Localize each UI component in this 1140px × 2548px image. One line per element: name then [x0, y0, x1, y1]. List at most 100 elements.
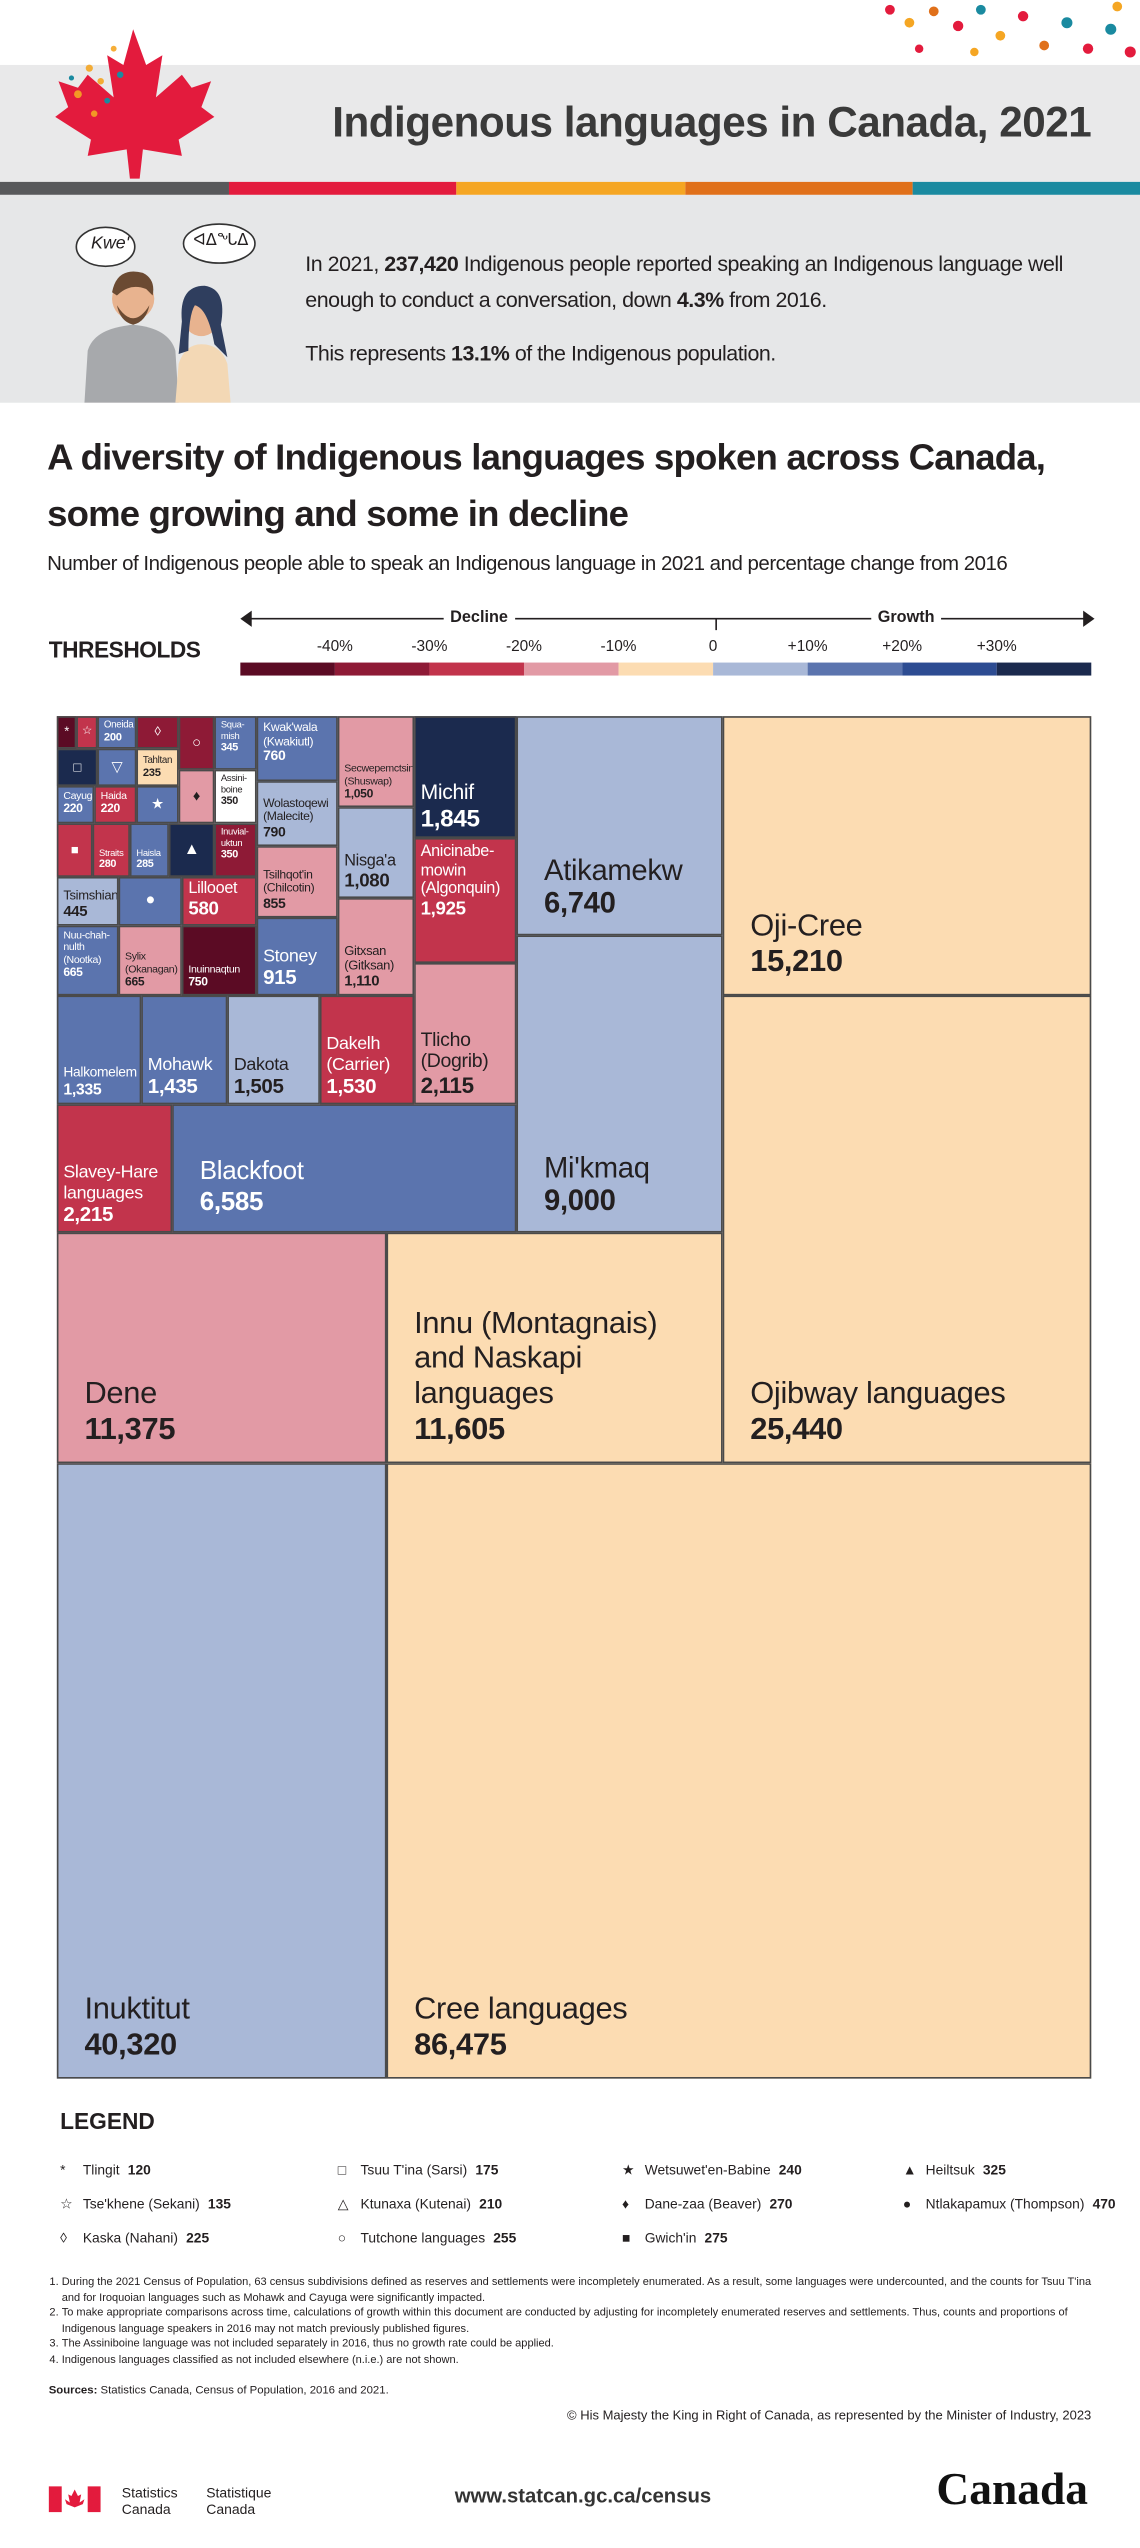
threshold-swatch [807, 662, 903, 676]
cell-value: 86,475 [414, 2028, 507, 2063]
canada-flag [48, 2486, 101, 2513]
cell-value: 6,585 [199, 1188, 264, 1216]
agency-fr: Statistique Canada [206, 2484, 272, 2518]
copyright: © His Majesty the King in Right of Canad… [567, 2408, 1092, 2423]
legend-name: Ktunaxa (Kutenai) [360, 2195, 472, 2212]
cell-name: Straits [99, 848, 124, 859]
cell-name: Sylix (Okanagan) [125, 952, 178, 976]
threshold-swatch [334, 662, 430, 676]
legend-value: 275 [704, 2229, 728, 2246]
cell-name: Anicinabe-mowin (Algonquin) [420, 842, 501, 899]
legend-item: ★ Wetsuwet'en-Babine 240 [622, 2161, 849, 2179]
cell-value: 11,605 [414, 1413, 505, 1448]
canada-wordmark: Canada [936, 2465, 1089, 2516]
intro-text: from 2016. [723, 287, 827, 312]
legend-item: ♦ Dane-zaa (Beaver) 270 [622, 2196, 849, 2212]
thresholds-label: THRESHOLDS [48, 636, 201, 663]
legend-name: Tlingit [82, 2161, 120, 2178]
notes: During the 2021 Census of Population, 63… [36, 2275, 1101, 2368]
treemap-cell: Mohawk 1,435 [141, 995, 228, 1105]
cell-name: Tahltan [142, 757, 173, 767]
cell-value: 1,505 [233, 1075, 284, 1099]
cell-name: Michif [420, 779, 475, 804]
note: The Assiniboine language was not include… [62, 2337, 1101, 2353]
legend-value: 470 [1092, 2195, 1116, 2212]
cell-value: 750 [188, 975, 208, 990]
legend-symbol: ▲ [902, 2161, 917, 2178]
threshold-tick-label: -10% [600, 638, 637, 657]
cell-value: 760 [263, 747, 286, 764]
cell-name: Dakelh (Carrier) [326, 1034, 390, 1075]
intro-text: of the Indigenous population. [509, 341, 776, 366]
legend-value: 270 [769, 2195, 793, 2212]
cell-name: Cree languages [414, 1993, 628, 2028]
cell-name: Squa-mish [220, 721, 245, 742]
treemap-cell: Squa-mish 345 [214, 716, 257, 770]
page-title: Indigenous languages in Canada, 2021 [332, 97, 1092, 147]
treemap-cell: ● [118, 876, 182, 926]
cell-name: Haisla [136, 848, 161, 859]
cell-name: Nisga'a [344, 853, 396, 871]
threshold-tick-label: +20% [882, 638, 923, 657]
treemap-cell: Oji-Cree 15,210 [722, 716, 1092, 996]
cell-value: 2,215 [63, 1204, 114, 1227]
threshold-tick-label: -30% [411, 638, 448, 657]
legend-value: 135 [207, 2195, 231, 2212]
treemap-cell: ■ [56, 823, 93, 877]
cell-symbol: ♦ [192, 788, 201, 805]
cell-name: Dene [84, 1377, 157, 1412]
cell-symbol: * [64, 724, 69, 740]
threshold-tick-label: -40% [316, 638, 353, 657]
intro-text: Indigenous people reported speaking an I… [305, 251, 1063, 312]
cell-value: 665 [125, 975, 145, 990]
cell-name: Atikamekw [544, 853, 683, 887]
cell-symbol: ■ [70, 842, 79, 858]
note: During the 2021 Census of Population, 63… [62, 2275, 1101, 2306]
treemap-cell: Dakelh (Carrier) 1,530 [319, 995, 415, 1105]
cell-name: Blackfoot [199, 1158, 304, 1186]
cell-name: Oji-Cree [750, 909, 863, 945]
cell-value: 220 [63, 801, 83, 816]
legend-name: Heiltsuk [925, 2161, 975, 2178]
people-illustration [75, 223, 256, 403]
cell-symbol: ○ [192, 734, 201, 751]
legend-symbol: ● [902, 2195, 912, 2212]
cell-value: 915 [263, 966, 297, 990]
treemap-cell: Lillooet 580 [181, 876, 257, 926]
cell-name: Lillooet [188, 880, 238, 899]
treemap-cell: ○ [178, 716, 215, 770]
threshold-tick-label: -20% [505, 638, 542, 657]
legend-item: ○ Tutchone languages 255 [338, 2230, 565, 2246]
cell-name: Mi'kmaq [544, 1150, 650, 1184]
treemap-cell: Inuinnaqtun 750 [181, 925, 257, 996]
legend-symbol: ◊ [60, 2229, 67, 2246]
agency-en: Statistics Canada [121, 2484, 178, 2518]
legend-symbol: ★ [621, 2161, 635, 2178]
threshold-scale [240, 610, 1095, 676]
legend-symbol: * [60, 2161, 66, 2178]
cell-value: 1,925 [420, 898, 466, 919]
treemap-cell: Cree languages 86,475 [386, 1463, 1092, 2079]
cell-value: 1,530 [326, 1075, 377, 1099]
treemap-cell: Michif 1,845 [414, 716, 517, 838]
treemap-cell: ☆ [76, 716, 98, 749]
highlight: 4.3% [676, 287, 724, 312]
treemap-cell: Atikamekw 6,740 [516, 716, 723, 936]
intro-paragraph: In 2021, 237,420 Indigenous people repor… [305, 247, 1084, 318]
treemap: Cree languages 86,475 Inuktitut 40,320 Ojibw… [56, 716, 1092, 2079]
threshold-tick-label: 0 [708, 638, 718, 657]
sources-label: Sources: [48, 2385, 98, 2397]
treemap-cell: ◊ [136, 716, 179, 749]
cell-symbol: □ [73, 759, 81, 775]
legend-item: ▲ Heiltsuk 325 [903, 2161, 1130, 2177]
treemap-cell: Tsilhqot'in (Chilcotin) 855 [256, 846, 338, 918]
treemap-cell: ★ [136, 785, 179, 824]
legend-value: 225 [186, 2229, 210, 2246]
threshold-swatch [523, 662, 619, 676]
treemap-cell: Straits 280 [92, 823, 130, 877]
legend-item: △ Ktunaxa (Kutenai) 210 [338, 2196, 565, 2214]
treemap-cell: Mi'kmaq 9,000 [516, 935, 723, 1233]
cell-value: 345 [220, 742, 238, 755]
cell-symbol: ● [145, 891, 155, 910]
